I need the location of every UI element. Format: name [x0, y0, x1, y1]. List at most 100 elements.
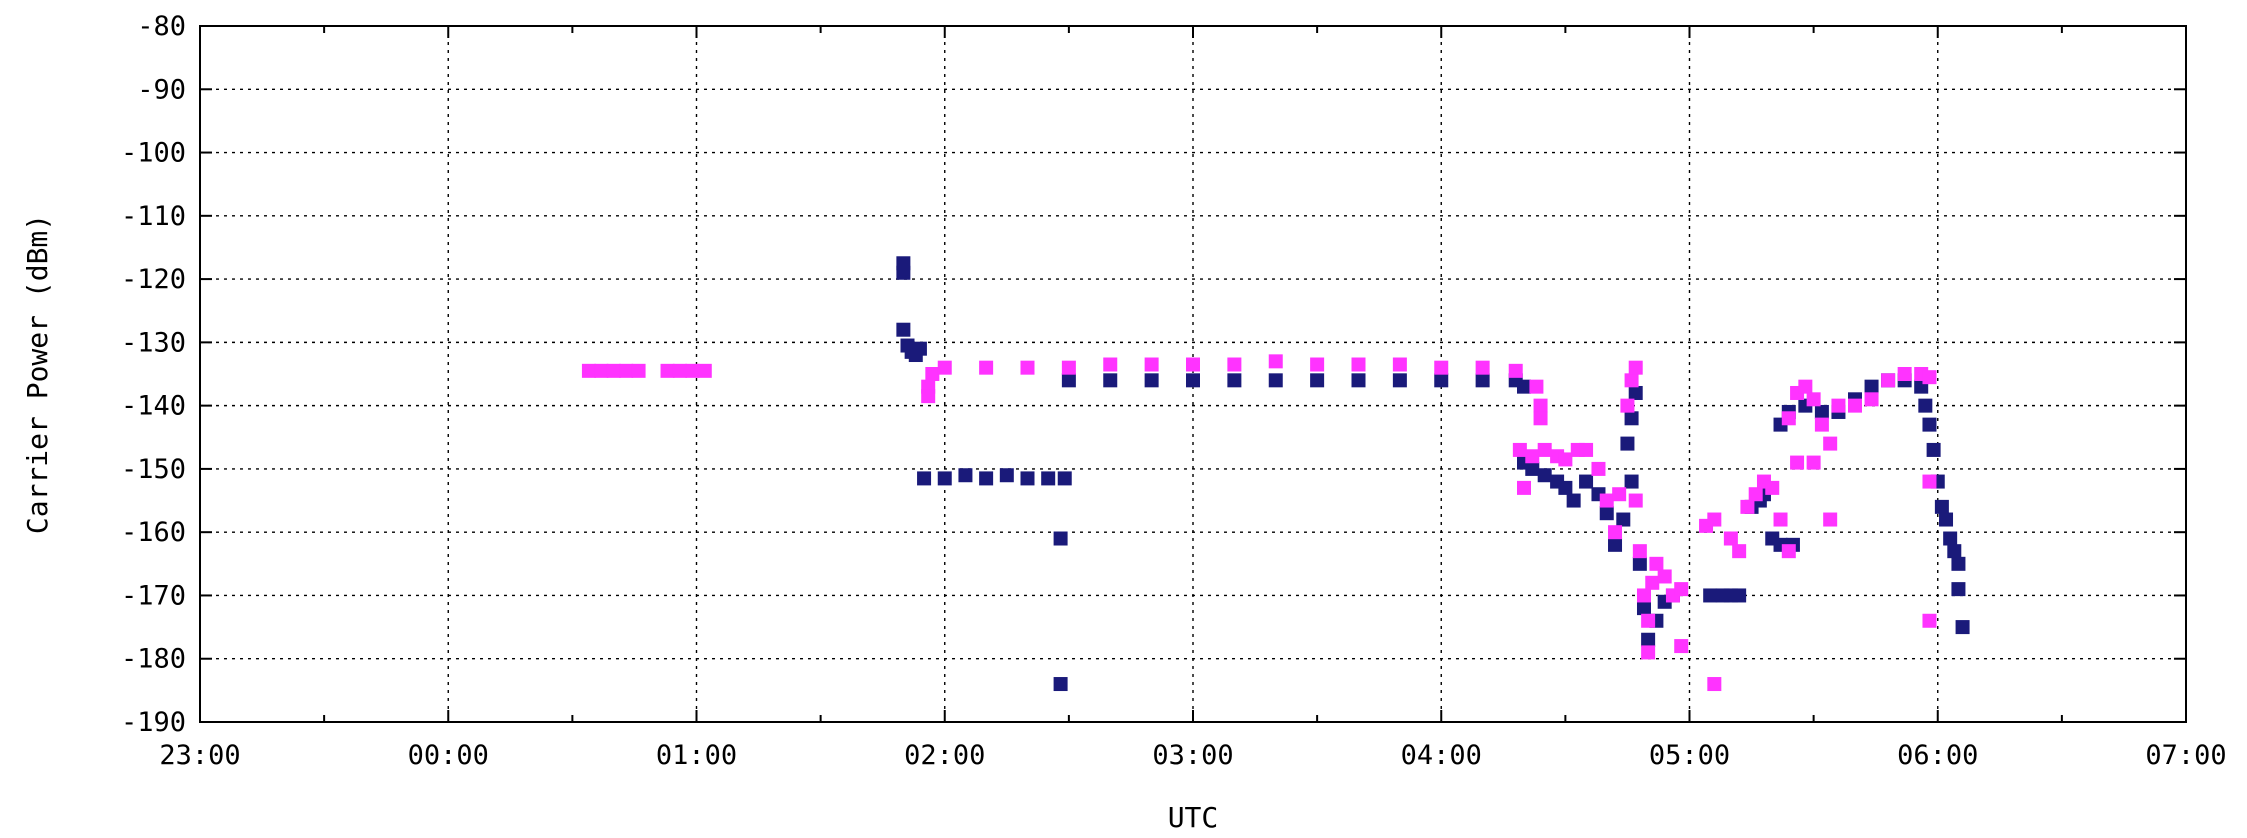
series-2-point	[1599, 493, 1614, 508]
series-2-point	[1864, 392, 1879, 407]
series-1-point	[1525, 461, 1540, 476]
series-1-point	[1947, 544, 1962, 559]
series-2-point	[1773, 512, 1788, 527]
series-2-point	[1475, 360, 1490, 375]
x-tick-label: 06:00	[1897, 740, 1978, 771]
series-1-point	[1053, 531, 1068, 546]
series-2-point	[1268, 354, 1283, 369]
series-2-point	[1608, 525, 1623, 540]
series-2-point	[1529, 379, 1544, 394]
series-1-point	[958, 468, 973, 483]
series-1-point	[1103, 373, 1118, 388]
series-2-point	[1707, 512, 1722, 527]
series-2-point	[1620, 398, 1635, 413]
x-tick-label: 02:00	[904, 740, 985, 771]
series-2-point	[925, 367, 940, 381]
series-1-point	[1616, 512, 1631, 527]
series-2-point	[1657, 569, 1672, 584]
series-2-point	[1227, 357, 1242, 372]
series-1-point	[1636, 601, 1651, 616]
series-2-point	[1628, 360, 1643, 375]
series-1-point	[1934, 499, 1949, 514]
series-2-point	[1612, 487, 1627, 502]
y-tick-label: -120	[121, 264, 186, 295]
y-tick-label: -190	[121, 707, 186, 738]
y-tick-label: -140	[121, 391, 186, 422]
series-1-point	[1268, 373, 1283, 388]
series-2-point	[1781, 411, 1796, 426]
series-2-point	[1186, 357, 1200, 372]
series-2-point	[1748, 487, 1763, 502]
series-1-point	[1579, 474, 1594, 489]
series-2-point	[1632, 544, 1647, 559]
series-2-point	[921, 389, 936, 404]
series-2-point	[1723, 531, 1738, 546]
series-1-point	[1608, 537, 1623, 552]
series-2-point	[1806, 455, 1821, 470]
series-1-point	[1814, 404, 1829, 419]
y-tick-label: -90	[137, 74, 186, 105]
series-2-point	[1831, 398, 1846, 413]
series-1-point	[1020, 471, 1035, 486]
series-1-point	[912, 341, 927, 356]
series-2-point	[1707, 677, 1722, 692]
series-2-point	[1103, 357, 1118, 372]
series-2-point	[1628, 493, 1643, 508]
x-tick-label: 04:00	[1401, 740, 1482, 771]
y-tick-label: -180	[121, 644, 186, 675]
x-axis-title: UTC	[1168, 801, 1219, 834]
series-1-point	[1951, 582, 1966, 597]
y-tick-label: -130	[121, 327, 186, 358]
series-2-point	[1848, 398, 1862, 413]
series-2-point	[1823, 512, 1838, 527]
series-1-point	[979, 471, 994, 486]
series-2-point	[1636, 588, 1651, 603]
series-2-point	[1649, 556, 1664, 571]
series-2-point	[631, 363, 646, 378]
series-1-point	[1061, 373, 1076, 388]
y-tick-label: -150	[121, 454, 186, 485]
x-tick-label: 00:00	[408, 740, 489, 771]
series-2-point	[581, 363, 596, 378]
series-1-point	[1566, 493, 1581, 508]
series-2-point	[979, 360, 994, 375]
series-1-point	[1641, 632, 1656, 647]
y-tick-label: -110	[121, 201, 186, 232]
series-2-point	[1392, 357, 1407, 372]
data-points-layer	[581, 256, 1970, 692]
series-1-point	[917, 471, 932, 486]
series-1-point	[1537, 468, 1552, 483]
series-2-point	[1351, 357, 1366, 372]
series-2-point	[1020, 360, 1035, 375]
series-2-point	[1798, 379, 1813, 394]
series-1-point	[1624, 474, 1639, 489]
series-1-point	[1227, 373, 1242, 388]
y-axis-title: Carrier Power (dBm)	[21, 214, 54, 534]
series-2-point	[660, 363, 675, 378]
series-2-point	[697, 363, 712, 378]
series-2-point	[685, 363, 700, 378]
series-2-point	[1922, 370, 1937, 385]
series-1-point	[1864, 379, 1879, 394]
series-2-point	[1558, 452, 1573, 467]
series-1-point	[1918, 398, 1933, 413]
series-2-point	[1765, 480, 1780, 495]
series-2-point	[672, 363, 687, 378]
series-1-point	[1310, 373, 1325, 388]
series-2-point	[1591, 461, 1606, 476]
series-2-point	[1310, 357, 1325, 372]
series-2-point	[1434, 360, 1449, 375]
series-1-point	[1926, 442, 1941, 457]
series-1-point	[1732, 588, 1747, 603]
y-tick-label: -100	[121, 138, 186, 169]
series-2-point	[1674, 639, 1689, 654]
series-1-point	[1517, 379, 1531, 394]
series-2-point	[1732, 544, 1747, 559]
y-tick-label: -80	[137, 11, 186, 42]
y-tick-label: -160	[121, 517, 186, 548]
series-1-point	[1628, 385, 1643, 400]
series-1-point	[1955, 620, 1970, 635]
series-1-point	[1392, 373, 1407, 388]
series-2-point	[1533, 411, 1548, 426]
series-1-point	[1041, 471, 1056, 486]
